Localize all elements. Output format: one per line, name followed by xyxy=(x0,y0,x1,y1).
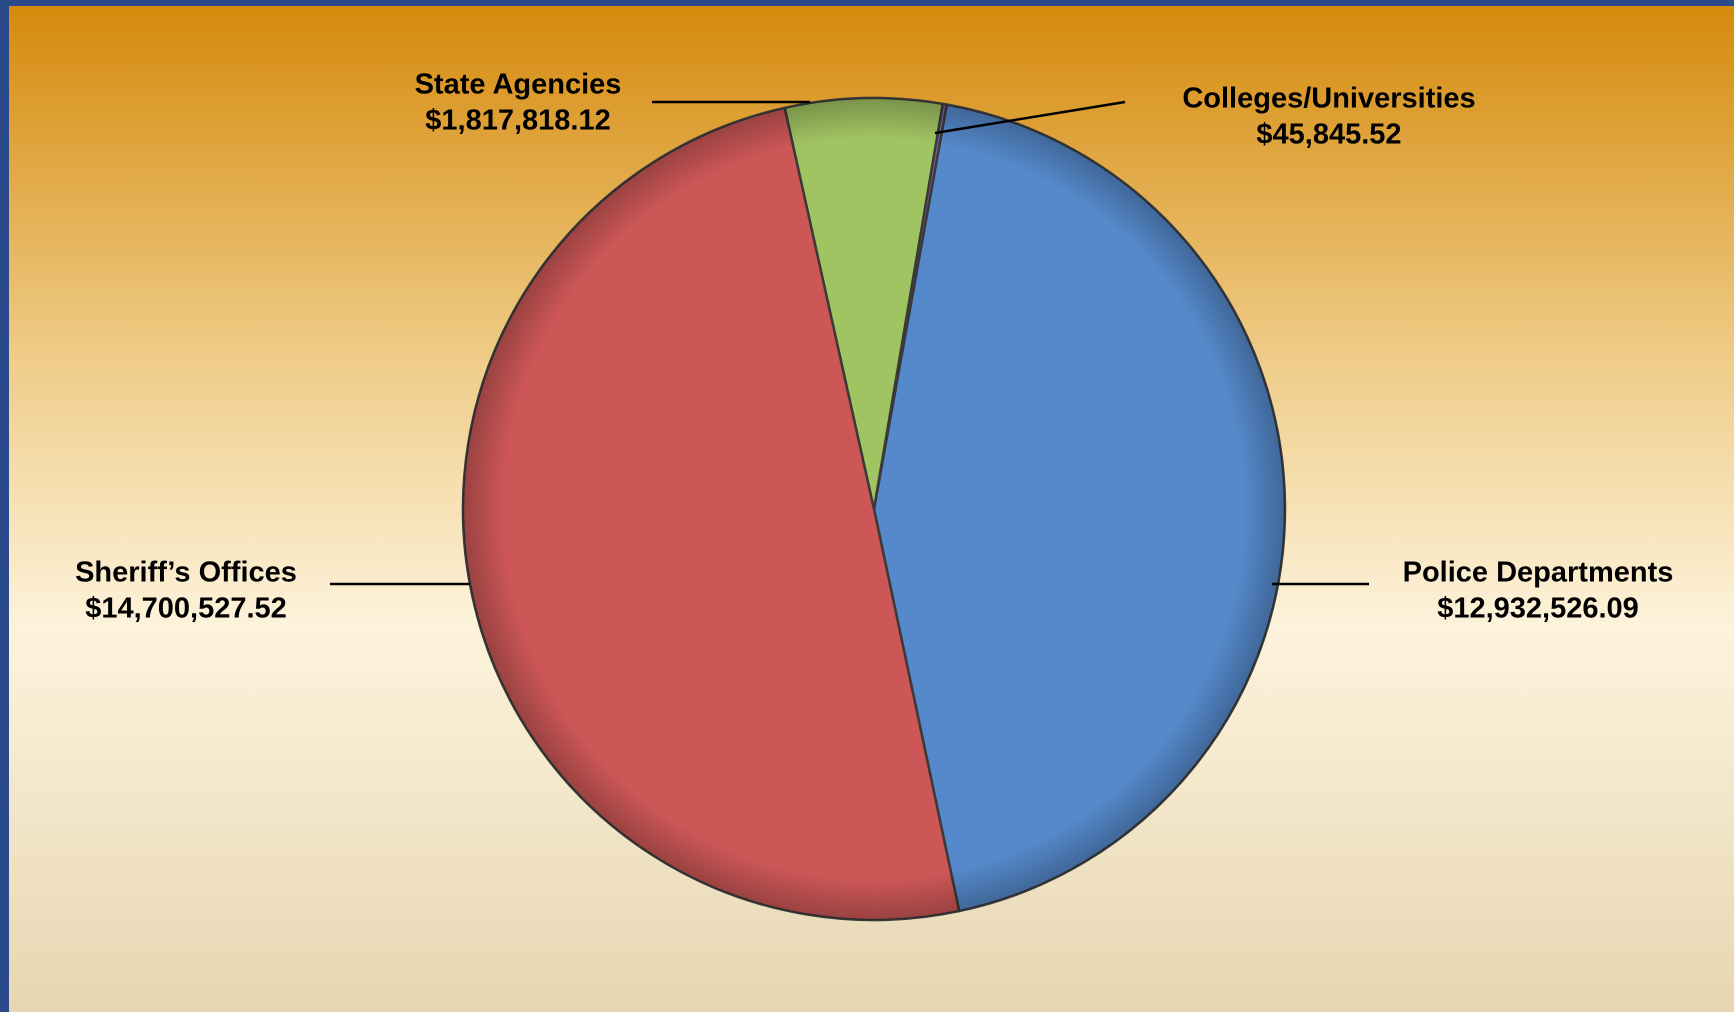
slice-value-label: $14,700,527.52 xyxy=(85,593,287,625)
slice-value-label: $45,845.52 xyxy=(1256,119,1401,151)
slice-label: Colleges/Universities xyxy=(1182,83,1475,115)
slice-label: Police Departments xyxy=(1403,557,1674,589)
leader-line xyxy=(934,100,1126,135)
slice-label: Sheriff’s Offices xyxy=(75,557,297,589)
slice-value-label: $1,817,818.12 xyxy=(425,105,610,137)
pie-shade xyxy=(463,98,1285,920)
slice-value-label: $12,932,526.09 xyxy=(1437,593,1639,625)
slice-label: State Agencies xyxy=(415,69,622,101)
